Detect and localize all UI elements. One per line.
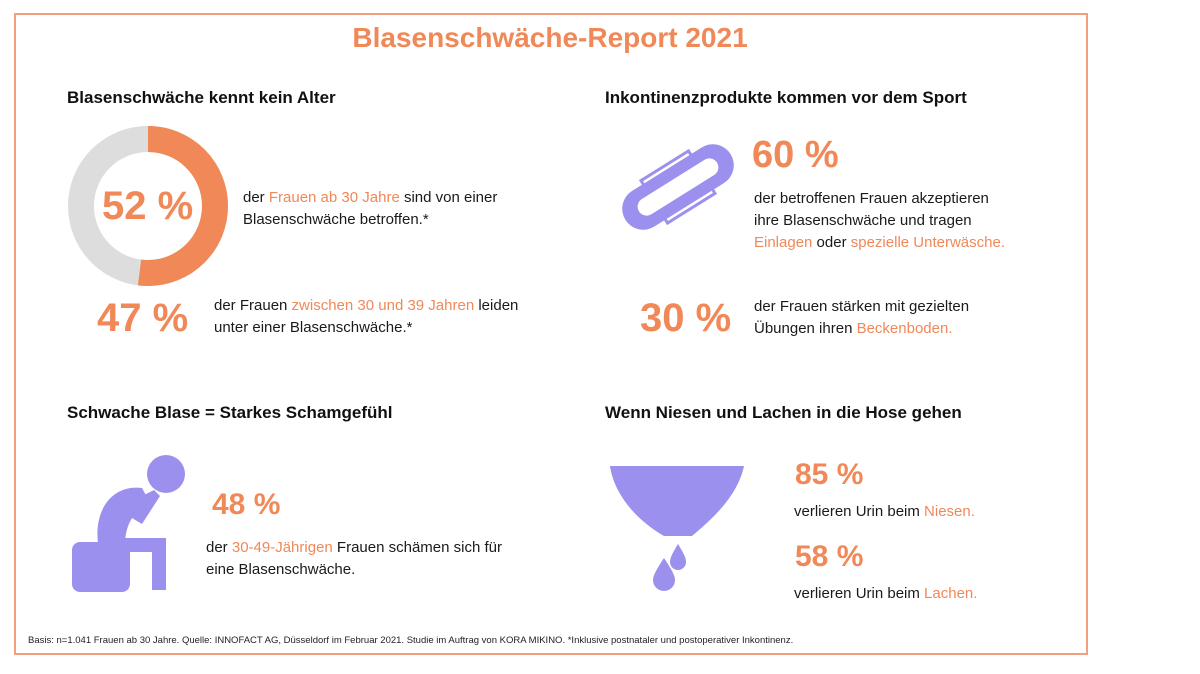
section-sneeze-text-2: verlieren Urin beim Lachen. (794, 583, 977, 605)
pad-icon (622, 144, 734, 230)
section-products-text-1: der betroffenen Frauen akzeptieren ihre … (754, 188, 1005, 254)
text-highlight: Beckenboden. (856, 320, 953, 337)
text-highlight: zwischen 30 und 39 Jahren (291, 297, 475, 314)
text-part: Frauen schämen sich für (332, 539, 503, 556)
stat-58-value: 58 % (795, 540, 864, 573)
text-highlight: spezielle Unterwäsche. (850, 234, 1005, 251)
text-highlight: Einlagen (754, 234, 813, 251)
text-part: sind von einer (399, 189, 498, 206)
text-part: oder (812, 234, 851, 251)
stat-30-value: 30 % (640, 296, 732, 340)
text-part: verlieren Urin beim (794, 503, 925, 520)
text-part: Blasenschwäche betroffen.* (243, 211, 429, 228)
section-shame-text: der 30-49-Jährigen Frauen schämen sich f… (206, 537, 502, 581)
donut-chart (68, 126, 228, 286)
text-part: der betroffenen Frauen akzeptieren (754, 190, 989, 207)
section-products-text-2: der Frauen stärken mit gezielten Übungen… (754, 296, 969, 340)
section-sneeze-text-1: verlieren Urin beim Niesen. (794, 501, 975, 523)
text-part: leiden (474, 297, 519, 314)
text-highlight: Niesen. (924, 503, 975, 520)
stat-85-value: 85 % (795, 458, 864, 491)
ashamed-person-icon (72, 455, 185, 592)
section-age-text-1: der Frauen ab 30 Jahre sind von einer Bl… (243, 187, 497, 231)
stat-47-value: 47 % (97, 296, 189, 340)
section-shame-heading: Schwache Blase = Starkes Schamgefühl (67, 403, 393, 422)
section-age-heading: Blasenschwäche kennt kein Alter (67, 88, 336, 107)
stat-60-value: 60 % (752, 134, 839, 176)
text-part: der (243, 189, 269, 206)
text-part: eine Blasenschwäche. (206, 561, 356, 578)
text-part: der Frauen (214, 297, 292, 314)
section-sneeze-heading: Wenn Niesen und Lachen in die Hose gehen (605, 403, 962, 422)
stat-48-value: 48 % (212, 488, 281, 521)
text-part: unter einer Blasenschwäche.* (214, 319, 413, 336)
section-products-heading: Inkontinenzprodukte kommen vor dem Sport (605, 88, 967, 107)
text-part: der Frauen stärken mit gezielten (754, 298, 970, 315)
text-part: Übungen ihren (754, 320, 857, 337)
footer-source-note: Basis: n=1.041 Frauen ab 30 Jahre. Quell… (28, 635, 794, 646)
text-highlight: 30-49-Jährigen (231, 539, 333, 556)
text-part: ihre Blasenschwäche und tragen (754, 212, 972, 229)
section-age-text-2: der Frauen zwischen 30 und 39 Jahren lei… (214, 295, 518, 339)
donut-value-label: 52 % (102, 184, 194, 228)
report-frame (14, 13, 1088, 655)
underwear-drops-icon (610, 466, 744, 591)
text-highlight: Lachen. (924, 585, 978, 602)
page-title: Blasenschwäche-Report 2021 (352, 22, 748, 53)
donut-value-arc (68, 126, 228, 286)
text-highlight: Frauen ab 30 Jahre (268, 189, 400, 206)
text-part: verlieren Urin beim (794, 585, 925, 602)
text-part: der (206, 539, 232, 556)
